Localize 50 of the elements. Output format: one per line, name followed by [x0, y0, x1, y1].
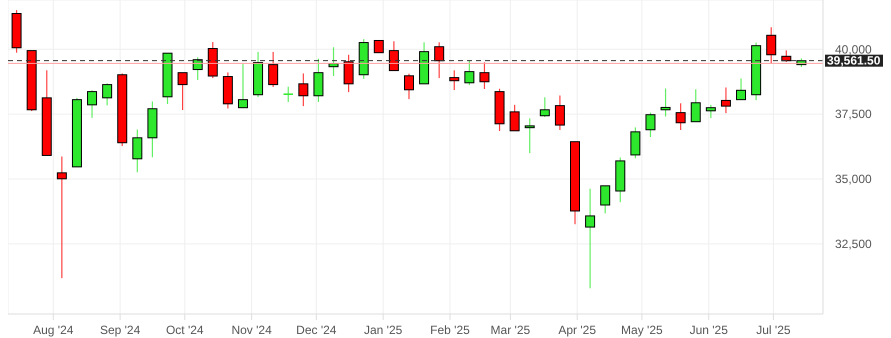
candlestick: [630, 126, 640, 159]
candlestick: [479, 62, 490, 90]
candlestick: [102, 82, 112, 106]
x-tick-label: May '25: [621, 323, 664, 337]
candlestick: [434, 42, 444, 79]
candlestick: [524, 118, 535, 154]
x-tick-label: Sep '24: [100, 323, 141, 337]
candlestick: [766, 26, 776, 64]
candlestick: [449, 70, 460, 91]
y-tick-label: 37,500: [835, 107, 872, 122]
candlestick: [132, 128, 142, 173]
x-tick-label: Jun '25: [690, 323, 728, 337]
candlestick: [268, 51, 278, 88]
candlestick: [540, 96, 550, 118]
x-tick-label: Apr '25: [558, 323, 596, 337]
candlestick: [600, 185, 610, 214]
candlestick: [374, 40, 384, 54]
ref-line-label: 39,561.50: [827, 54, 881, 68]
candlestick: [676, 102, 686, 131]
y-tick-label: 35,000: [835, 172, 872, 186]
x-tick-label: Oct '24: [166, 323, 204, 337]
candlestick: [283, 86, 293, 103]
candlestick: [87, 90, 98, 118]
candlestick: [660, 88, 671, 118]
candlestick: [554, 94, 565, 131]
candlestick: [313, 58, 324, 103]
x-tick-label: Aug '24: [33, 323, 74, 337]
candlestick: [690, 88, 701, 122]
x-tick-label: Dec '24: [296, 323, 337, 337]
x-tick-label: Jan '25: [364, 323, 403, 337]
x-tick-label: Nov '24: [231, 323, 272, 337]
x-tick-label: Mar '25: [490, 323, 531, 337]
candlestick: [510, 104, 520, 132]
candlestick: [464, 60, 474, 86]
candlestick: [178, 72, 188, 111]
candlestick: [706, 104, 716, 119]
candlestick: [645, 112, 656, 138]
y-tick-label: 32,500: [835, 236, 872, 251]
candlestick: [388, 40, 399, 72]
x-tick-label: Jul '25: [756, 323, 791, 337]
candlestick: [404, 73, 414, 100]
y-tick-label: 40,000: [835, 42, 872, 56]
candlestick: [344, 54, 354, 93]
x-tick-label: Feb '25: [430, 323, 470, 337]
candlestick: [736, 78, 746, 100]
candlestick: [585, 188, 596, 289]
candlestick: [238, 63, 248, 108]
candlestick: [720, 86, 731, 114]
candlestick: [298, 72, 308, 107]
candlestick: [56, 156, 67, 279]
